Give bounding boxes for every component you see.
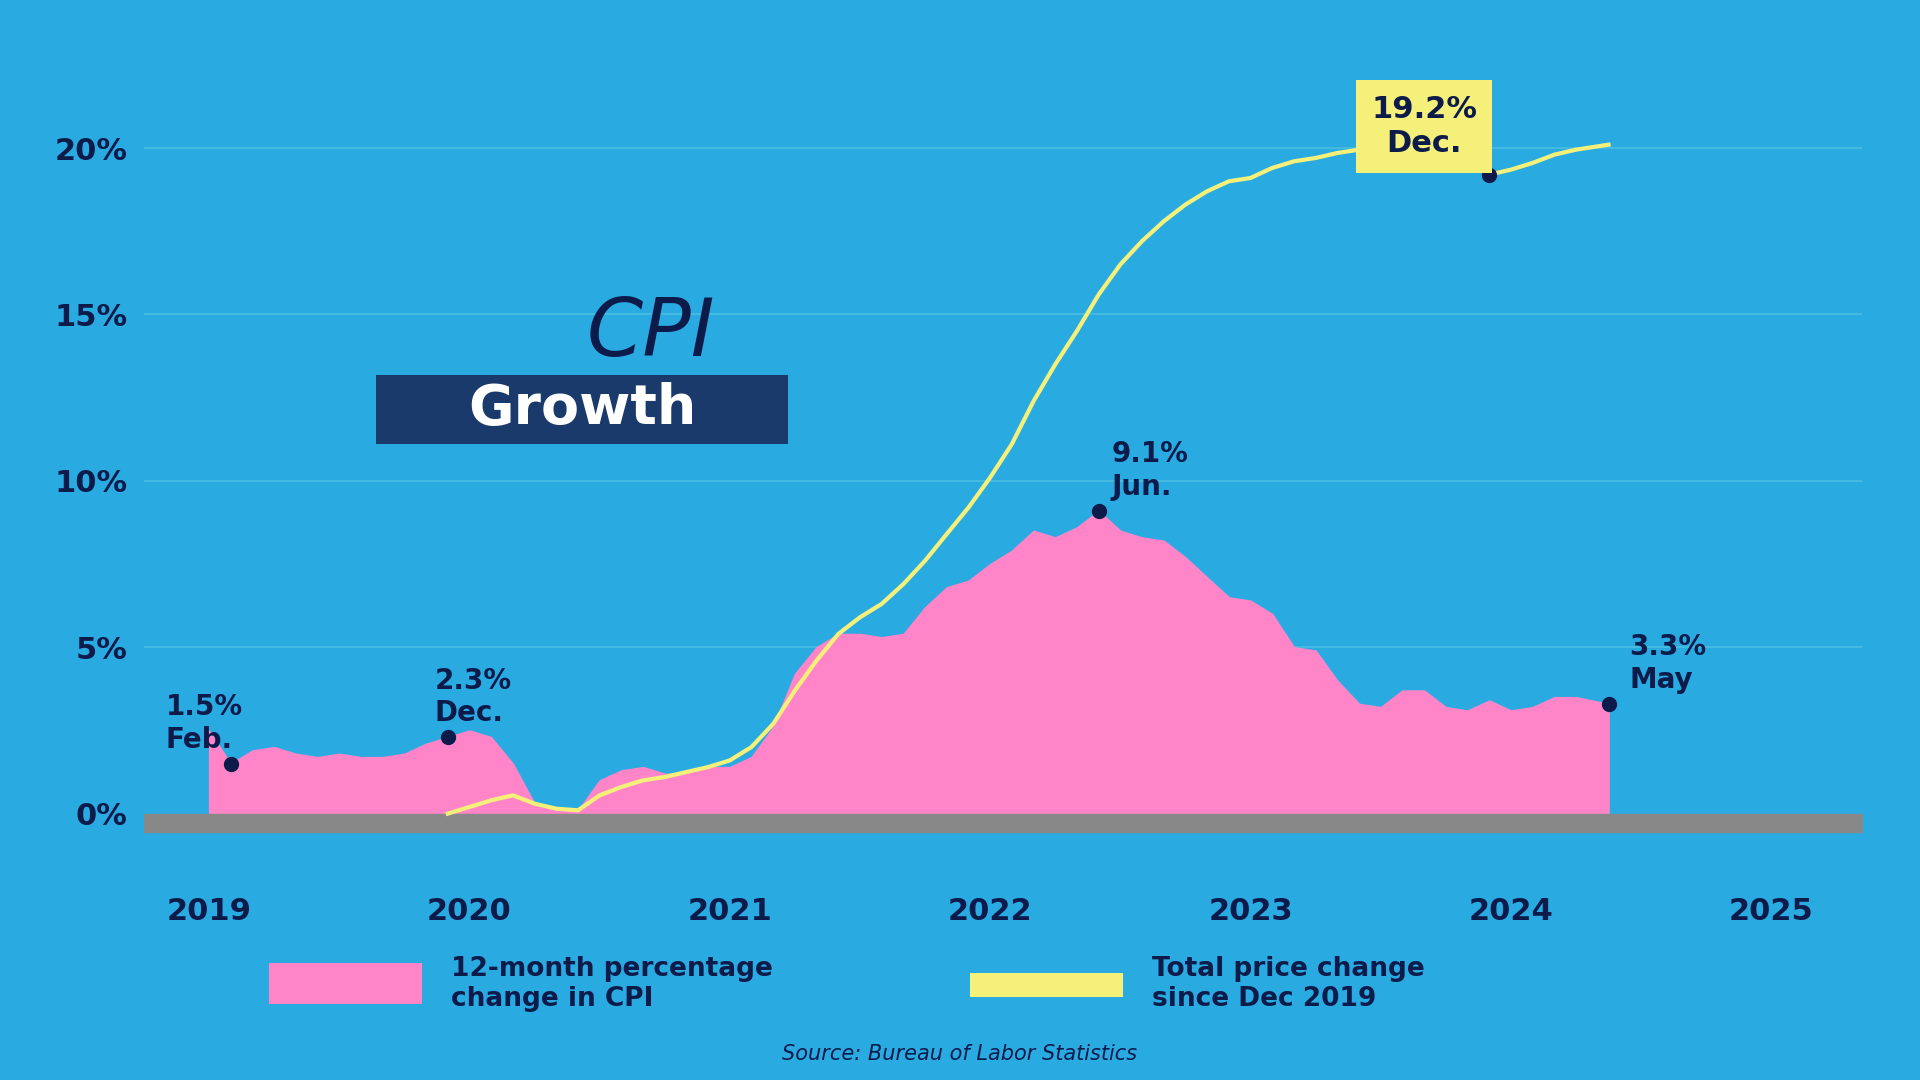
FancyBboxPatch shape: [376, 375, 789, 444]
Text: 9.1%
Jun.: 9.1% Jun.: [1112, 441, 1188, 501]
Text: CPI: CPI: [588, 295, 714, 373]
Text: 3.3%
May: 3.3% May: [1630, 634, 1707, 693]
Text: Total price change
since Dec 2019: Total price change since Dec 2019: [1152, 956, 1425, 1012]
Text: Growth: Growth: [468, 382, 697, 436]
Text: Source: Bureau of Labor Statistics: Source: Bureau of Labor Statistics: [783, 1043, 1137, 1064]
Text: 2.3%
Dec.: 2.3% Dec.: [434, 666, 513, 727]
Text: 19.2%
Dec.: 19.2% Dec.: [1371, 95, 1476, 158]
Text: 12-month percentage
change in CPI: 12-month percentage change in CPI: [451, 956, 774, 1012]
Text: 1.5%
Feb.: 1.5% Feb.: [165, 693, 242, 754]
